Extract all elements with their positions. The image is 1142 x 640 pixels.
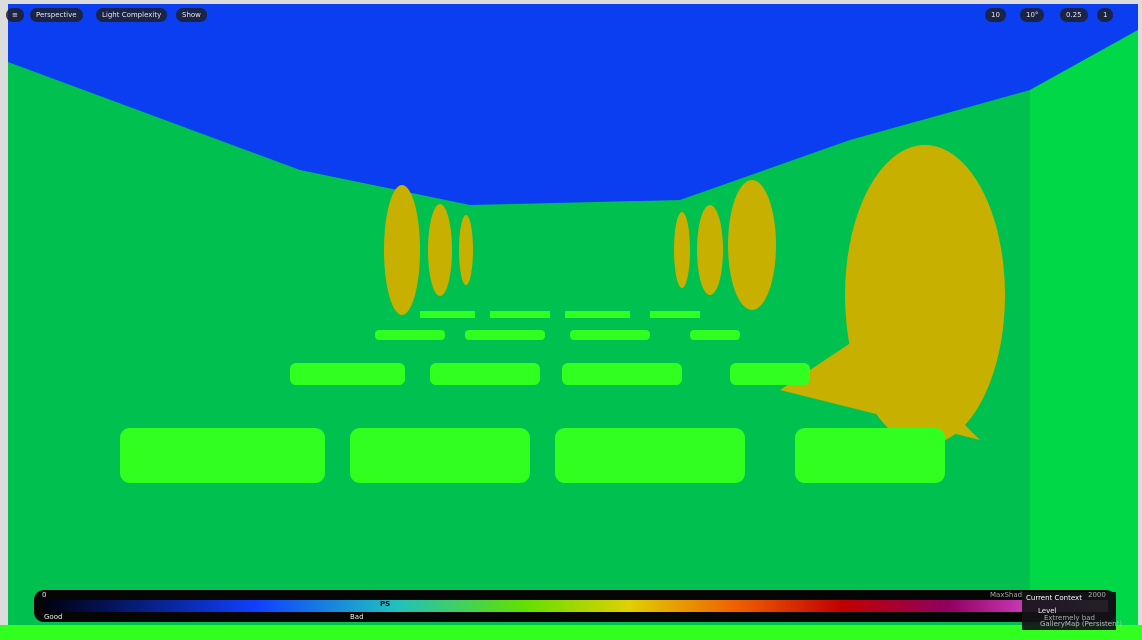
legend-max-value: 2000 — [1088, 591, 1106, 599]
ceiling — [8, 4, 1138, 205]
view-mode-button[interactable]: Perspective — [30, 8, 83, 22]
legend-min: 0 — [42, 591, 47, 599]
arches — [384, 145, 1005, 445]
camera-speed[interactable]: 1 — [1097, 8, 1114, 22]
context-map[interactable]: GalleryMap (Persistent) — [1040, 620, 1123, 628]
scale-snap[interactable]: 0.25 — [1060, 8, 1088, 22]
context-level[interactable]: Level — [1038, 607, 1057, 615]
context-menu[interactable] — [1022, 592, 1116, 630]
legend-max-label: MaxShad — [990, 591, 1023, 599]
legend-extremely-bad: Extremely bad — [1044, 614, 1095, 622]
right-wall — [1030, 30, 1138, 640]
show-button[interactable]: Show — [176, 8, 207, 22]
legend-marker: PS — [380, 600, 391, 608]
rotation-snap[interactable]: 10° — [1020, 8, 1045, 22]
menu-button[interactable]: ≡ — [6, 8, 24, 22]
grid-snap[interactable]: 10 — [985, 8, 1006, 22]
floor-patches — [0, 311, 1142, 640]
legend-gradient — [44, 600, 1108, 612]
view-mode-button[interactable]: Light Complexity — [96, 8, 168, 22]
context-title: Current Context — [1026, 594, 1082, 602]
legend-bad: Bad — [350, 613, 364, 621]
legend-good: Good — [44, 613, 63, 621]
